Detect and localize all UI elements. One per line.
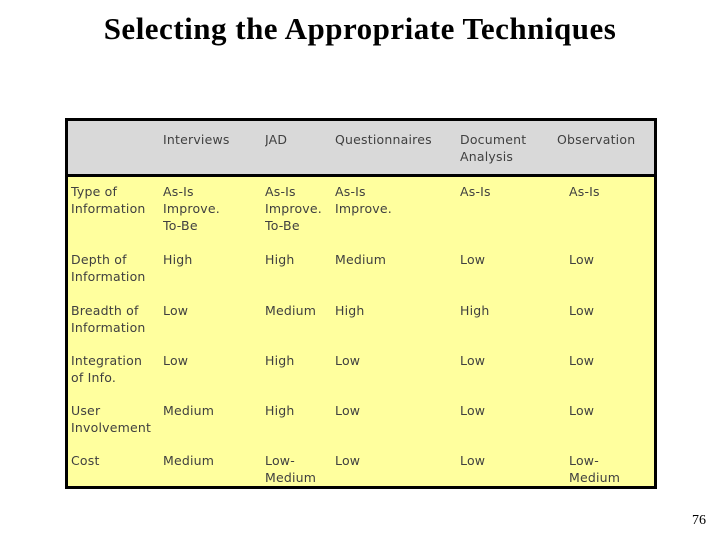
table-row-depth-of-information: Depth of Information High High Medium Lo… (68, 245, 654, 296)
table-cell: Low (163, 353, 189, 368)
table-header-row: Interviews JAD Questionnaires Document A… (68, 121, 654, 177)
table-cell: Medium (265, 303, 317, 318)
table-cell: As-Is Improve. (335, 184, 392, 216)
row-label-user-involvement: User Involvement (71, 403, 152, 435)
column-header-questionnaires: Questionnaires (335, 132, 432, 147)
table-cell: Low- Medium (569, 453, 621, 485)
column-header-interviews: Interviews (163, 132, 230, 147)
table-cell: Low- Medium (265, 453, 317, 485)
table-cell: Medium (335, 252, 387, 267)
table-cell: High (460, 303, 490, 318)
table-cell: As-Is (569, 184, 600, 199)
table-cell: Low (460, 353, 486, 368)
column-header-jad: JAD (265, 132, 288, 147)
table-cell: High (265, 252, 295, 267)
page-number: 76 (692, 513, 706, 528)
table-cell: As-Is Improve. To-Be (163, 184, 220, 233)
slide-title: Selecting the Appropriate Techniques (103, 11, 617, 46)
table-cell: Low (163, 303, 189, 318)
table-cell: Low (569, 403, 595, 418)
table-cell: High (265, 403, 295, 418)
table-cell: As-Is Improve. To-Be (265, 184, 322, 233)
table-cell: Low (569, 252, 595, 267)
row-label-integration-of-info: Integration of Info. (71, 353, 143, 385)
table-cell: High (163, 252, 193, 267)
table-cell: Medium (163, 453, 215, 468)
table-cell: Low (460, 453, 486, 468)
table-row-integration-of-info: Integration of Info. Low High Low Low Lo… (68, 346, 654, 396)
table-cell: Low (569, 353, 595, 368)
techniques-comparison-table: Interviews JAD Questionnaires Document A… (65, 118, 657, 489)
table-cell: Low (335, 453, 361, 468)
column-header-observation: Observation (557, 132, 636, 147)
column-header-document-analysis: Document Analysis (460, 132, 527, 164)
table-row-user-involvement: User Involvement Medium High Low Low Low (68, 396, 654, 446)
table-cell: Low (460, 252, 486, 267)
table-cell: High (265, 353, 295, 368)
table-corner-cell (68, 121, 163, 174)
table-cell: Low (335, 403, 361, 418)
row-label-cost: Cost (71, 453, 100, 468)
row-label-depth-of-information: Depth of Information (71, 252, 146, 284)
table-cell: As-Is (460, 184, 491, 199)
table-cell: Medium (163, 403, 215, 418)
table-cell: Low (460, 403, 486, 418)
table-row-cost: Cost Medium Low- Medium Low Low Low- Med… (68, 446, 654, 486)
table-cell: Low (335, 353, 361, 368)
row-label-breadth-of-information: Breadth of Information (71, 303, 146, 335)
table-cell: High (335, 303, 365, 318)
table-row-type-of-information: Type of Information As-Is Improve. To-Be… (68, 177, 654, 245)
table-row-breadth-of-information: Breadth of Information Low Medium High H… (68, 296, 654, 346)
row-label-type-of-information: Type of Information (71, 184, 146, 216)
table-cell: Low (569, 303, 595, 318)
